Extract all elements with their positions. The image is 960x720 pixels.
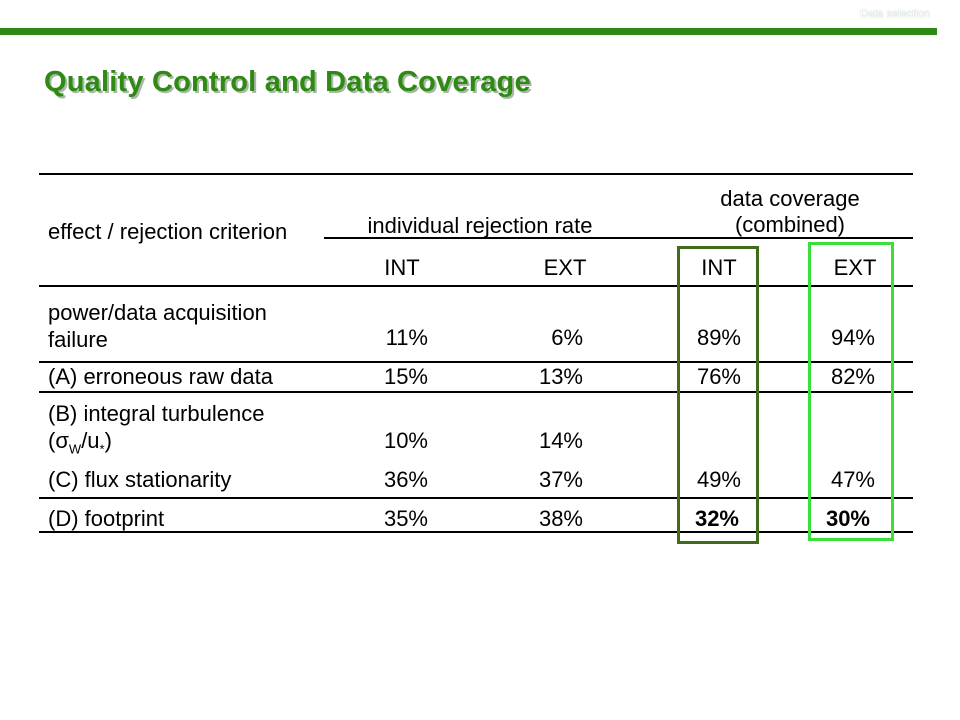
individual-rate-underline [324, 237, 913, 239]
row-rule [39, 361, 913, 363]
row-label-formula: (σW/u*) [48, 428, 112, 462]
table-bottom-rule [39, 531, 913, 533]
formula-close-paren: ) [104, 428, 112, 453]
cell-cov-int: 49% [696, 467, 741, 492]
cell-rej-ext: 38% [538, 506, 583, 531]
cell-cov-int: 76% [696, 364, 741, 389]
cell-cov-ext-final: 30% [825, 506, 870, 531]
cell-cov-ext: 94% [830, 325, 875, 350]
cell-rej-int: 15% [383, 364, 428, 389]
row-rule [39, 391, 913, 393]
cell-rej-ext: 37% [538, 467, 583, 492]
row-label: failure [48, 327, 108, 352]
cell-cov-int: 89% [696, 325, 741, 350]
row-rule [39, 497, 913, 499]
header-coverage-line1: data coverage [720, 186, 860, 211]
header-individual-rate: individual rejection rate [367, 213, 593, 238]
cell-rej-int: 36% [383, 467, 428, 492]
header-criterion: effect / rejection criterion [48, 219, 288, 244]
formula-open-paren: ( [48, 428, 56, 453]
row-label: (C) flux stationarity [48, 467, 232, 492]
slide-title: Quality Control and Data Coverage [44, 66, 531, 98]
header-col-cov-int: INT [701, 255, 737, 280]
formula-u: /u [81, 428, 100, 453]
row-label: (B) integral turbulence [48, 401, 265, 426]
cell-cov-ext: 82% [830, 364, 875, 389]
cell-rej-ext: 14% [538, 428, 583, 453]
table-top-rule [39, 173, 913, 175]
cell-rej-int: 35% [383, 506, 428, 531]
cell-rej-ext: 6% [551, 325, 583, 350]
header-col-ext: EXT [543, 255, 587, 280]
title-rule [0, 28, 937, 35]
sigma-symbol: σ [55, 428, 69, 453]
header-coverage-line2: (combined) [734, 212, 846, 237]
cell-cov-ext: 47% [830, 467, 875, 492]
slide-section-label: Data selection [860, 8, 930, 20]
row-label: power/data acquisition [48, 300, 267, 325]
row-label: (A) erroneous raw data [48, 364, 273, 389]
cell-rej-ext: 13% [538, 364, 583, 389]
row-label: (D) footprint [48, 506, 165, 531]
cell-rej-int: 10% [383, 428, 428, 453]
cell-cov-int-final: 32% [694, 506, 739, 531]
sigma-subscript: W [68, 441, 82, 457]
ext-coverage-highlight-box [808, 242, 894, 541]
int-coverage-highlight-box [677, 246, 759, 544]
cell-rej-int: 11% [385, 325, 428, 350]
u-subscript: * [99, 441, 105, 457]
header-col-cov-ext: EXT [833, 255, 877, 280]
header-col-int: INT [384, 255, 420, 280]
header-bottom-rule [39, 285, 913, 287]
